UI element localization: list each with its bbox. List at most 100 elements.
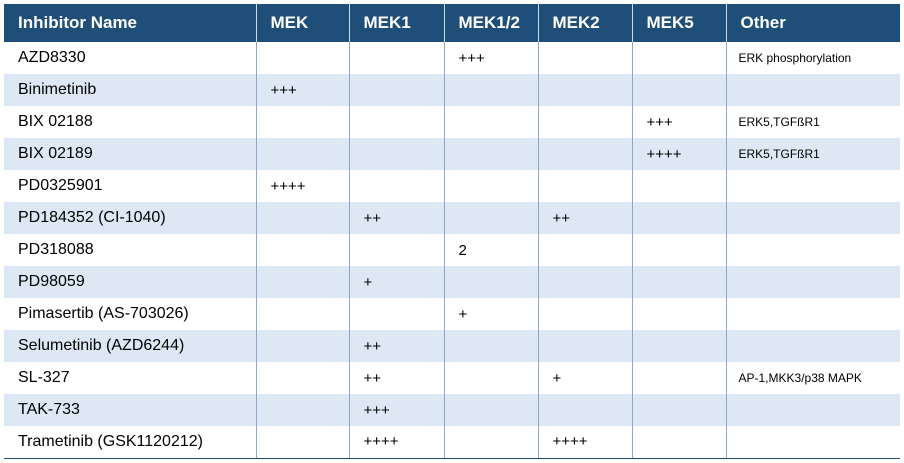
cell-mek5 [631, 202, 726, 234]
cell-inhibitor-name: PD184352 (CI-1040) [18, 209, 166, 226]
cell-mek [255, 234, 349, 266]
cell-mek [255, 362, 349, 394]
cell-mek1-2: +++ [443, 42, 538, 74]
cell-mek5 [631, 42, 726, 74]
cell-mek1: ++++ [348, 426, 444, 459]
cell-mek2 [537, 106, 632, 138]
header-other: Other [725, 4, 900, 42]
cell-mek1: ++ [348, 202, 444, 234]
cell-mek [255, 106, 349, 138]
cell-mek2 [537, 266, 632, 298]
cell-mek: +++ [255, 74, 349, 106]
cell-mek [255, 330, 349, 362]
cell-mek1-2 [443, 362, 538, 394]
cell-mek [255, 42, 349, 74]
cell-other [725, 394, 900, 426]
cell-mek1-2 [443, 426, 538, 459]
cell-mek [255, 202, 349, 234]
cell-mek [255, 298, 349, 330]
table-row: Selumetinib (AZD6244) ++ [4, 330, 900, 362]
table-row: AZD8330 +++ ERK phosphorylation [4, 42, 900, 74]
header-row: Inhibitor Name MEK MEK1 MEK1/2 MEK2 MEK5… [4, 4, 900, 42]
header-mek1: MEK1 [348, 4, 444, 42]
cell-mek1-2 [443, 202, 538, 234]
cell-other [725, 234, 900, 266]
cell-mek5 [631, 426, 726, 459]
cell-mek2 [537, 42, 632, 74]
cell-mek1: ++ [348, 330, 444, 362]
cell-mek5 [631, 362, 726, 394]
cell-mek1 [348, 138, 444, 170]
cell-mek [255, 394, 349, 426]
cell-mek2: + [537, 362, 632, 394]
cell-mek1-2 [443, 170, 538, 202]
cell-mek1 [348, 106, 444, 138]
table-row: BIX 02189 ++++ ERK5,TGFßR1 [4, 138, 900, 170]
cell-mek5: ++++ [631, 138, 726, 170]
cell-inhibitor-name: AZD8330 [18, 49, 86, 66]
cell-mek1-2 [443, 138, 538, 170]
table-row: SL-327 ++ + AP-1,MKK3/p38 MAPK [4, 362, 900, 394]
table-row: PD184352 (CI-1040) ++ ++ [4, 202, 900, 234]
cell-mek5 [631, 170, 726, 202]
header-mek1-2: MEK1/2 [443, 4, 538, 42]
table-row: Binimetinib +++ [4, 74, 900, 106]
cell-inhibitor-name: BIX 02188 [18, 113, 93, 130]
cell-mek5 [631, 330, 726, 362]
cell-mek2: ++ [537, 202, 632, 234]
header-mek5: MEK5 [631, 4, 726, 42]
inhibitor-table-container: Inhibitor Name MEK MEK1 MEK1/2 MEK2 MEK5… [4, 4, 900, 459]
cell-other: AP-1,MKK3/p38 MAPK [725, 362, 900, 394]
table-row: Pimasertib (AS-703026) + [4, 298, 900, 330]
cell-mek5 [631, 394, 726, 426]
cell-mek2: ++++ [537, 426, 632, 459]
cell-other [725, 170, 900, 202]
cell-inhibitor-name: Pimasertib (AS-703026) [18, 305, 189, 322]
cell-inhibitor-name: PD98059 [18, 273, 85, 290]
cell-mek [255, 266, 349, 298]
cell-mek1 [348, 74, 444, 106]
cell-inhibitor-name: Selumetinib (AZD6244) [18, 337, 185, 354]
cell-mek5 [631, 234, 726, 266]
header-mek2: MEK2 [537, 4, 632, 42]
cell-mek1-2: 2 [443, 234, 538, 266]
cell-mek5 [631, 266, 726, 298]
cell-mek1 [348, 170, 444, 202]
table-body: AZD8330 +++ ERK phosphorylation Binimetinib… [4, 42, 900, 459]
table-row: PD98059 + [4, 266, 900, 298]
cell-mek2 [537, 330, 632, 362]
cell-mek1-2 [443, 266, 538, 298]
cell-other [725, 202, 900, 234]
cell-other [725, 266, 900, 298]
cell-mek2 [537, 170, 632, 202]
cell-inhibitor-name: SL-327 [18, 369, 70, 386]
cell-other: ERK5,TGFßR1 [725, 106, 900, 138]
cell-other [725, 74, 900, 106]
cell-other: ERK phosphorylation [725, 42, 900, 74]
cell-mek2 [537, 138, 632, 170]
inhibitor-table: Inhibitor Name MEK MEK1 MEK1/2 MEK2 MEK5… [4, 4, 900, 459]
cell-inhibitor-name: Binimetinib [18, 81, 97, 98]
table-row: PD318088 2 [4, 234, 900, 266]
table-row: Trametinib (GSK1120212) ++++ ++++ [4, 426, 900, 459]
cell-mek1 [348, 298, 444, 330]
cell-inhibitor-name: TAK-733 [18, 401, 80, 418]
table-header: Inhibitor Name MEK MEK1 MEK1/2 MEK2 MEK5… [4, 4, 900, 42]
cell-inhibitor-name: Trametinib (GSK1120212) [4, 426, 256, 459]
table-row: BIX 02188 +++ ERK5,TGFßR1 [4, 106, 900, 138]
cell-mek5: +++ [631, 106, 726, 138]
cell-mek1-2 [443, 106, 538, 138]
cell-other [725, 330, 900, 362]
cell-mek1-2 [443, 394, 538, 426]
cell-mek1-2 [443, 330, 538, 362]
cell-mek2 [537, 298, 632, 330]
cell-mek1-2 [443, 74, 538, 106]
cell-inhibitor-name: PD0325901 [18, 177, 103, 194]
cell-mek5 [631, 298, 726, 330]
cell-inhibitor-name: BIX 02189 [18, 145, 93, 162]
cell-mek1-2: + [443, 298, 538, 330]
table-row: PD0325901 ++++ [4, 170, 900, 202]
cell-other [725, 426, 900, 459]
cell-mek [255, 138, 349, 170]
cell-mek1: + [348, 266, 444, 298]
